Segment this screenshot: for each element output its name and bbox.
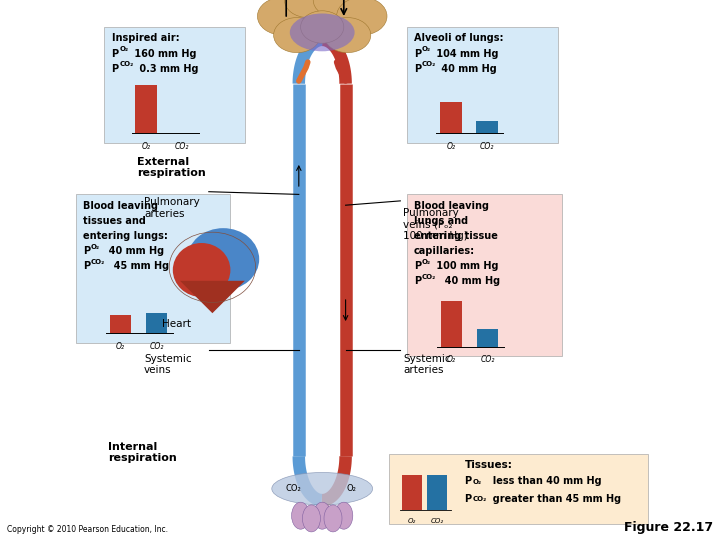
Text: CO₂: CO₂ <box>175 142 189 151</box>
Text: Pulmonary
arteries: Pulmonary arteries <box>144 197 199 219</box>
Text: Alveoli of lungs:: Alveoli of lungs: <box>414 33 503 44</box>
Text: P: P <box>112 64 119 74</box>
Ellipse shape <box>284 0 331 17</box>
Text: entering tissue: entering tissue <box>414 231 498 241</box>
Ellipse shape <box>337 0 387 35</box>
Ellipse shape <box>274 17 320 52</box>
Ellipse shape <box>313 502 331 529</box>
Text: O₂: O₂ <box>142 142 150 151</box>
Text: 160 mm Hg: 160 mm Hg <box>131 49 197 59</box>
Text: O₂: O₂ <box>408 518 416 524</box>
Text: P: P <box>83 246 90 256</box>
FancyBboxPatch shape <box>407 194 562 356</box>
Text: CO₂: CO₂ <box>472 496 487 502</box>
Text: CO₂: CO₂ <box>480 355 495 364</box>
Text: 45 mm Hg: 45 mm Hg <box>107 261 169 272</box>
Text: O₂: O₂ <box>447 355 456 364</box>
Text: O₂: O₂ <box>91 244 100 249</box>
Text: CO₂: CO₂ <box>286 484 301 494</box>
Text: O₂: O₂ <box>346 484 356 494</box>
Bar <box>477 328 498 347</box>
Text: P: P <box>414 64 421 74</box>
Text: P: P <box>464 476 472 487</box>
Polygon shape <box>180 281 245 313</box>
Bar <box>135 85 157 133</box>
Text: P: P <box>112 49 119 59</box>
Text: entering lungs:: entering lungs: <box>83 231 168 241</box>
Ellipse shape <box>258 0 308 35</box>
Bar <box>402 475 422 510</box>
Text: O₂: O₂ <box>472 479 482 485</box>
Text: P: P <box>83 261 90 272</box>
FancyBboxPatch shape <box>407 27 558 143</box>
Ellipse shape <box>335 502 353 529</box>
Ellipse shape <box>187 228 259 291</box>
Text: O₂: O₂ <box>422 259 431 265</box>
Ellipse shape <box>289 14 354 51</box>
Text: O₂: O₂ <box>349 0 360 2</box>
Text: 0.3 mm Hg: 0.3 mm Hg <box>136 64 199 74</box>
FancyBboxPatch shape <box>76 194 230 343</box>
Ellipse shape <box>302 505 320 532</box>
Text: P: P <box>414 276 421 287</box>
Text: CO₂: CO₂ <box>422 274 436 280</box>
Ellipse shape <box>301 11 344 43</box>
Text: Figure 22.17: Figure 22.17 <box>624 521 713 534</box>
Text: Internal
respiration: Internal respiration <box>108 442 176 463</box>
Text: Blood leaving: Blood leaving <box>414 201 489 211</box>
Text: O₂: O₂ <box>120 46 129 52</box>
Text: O₂: O₂ <box>446 142 455 151</box>
Text: capillaries:: capillaries: <box>414 246 475 256</box>
Text: CO₂: CO₂ <box>91 259 105 265</box>
Text: CO₂: CO₂ <box>120 61 134 67</box>
Text: Heart: Heart <box>162 319 191 329</box>
Ellipse shape <box>173 243 230 297</box>
Ellipse shape <box>271 472 373 505</box>
Ellipse shape <box>324 505 342 532</box>
Bar <box>427 475 447 510</box>
Text: tissues and: tissues and <box>83 216 145 226</box>
Ellipse shape <box>292 502 310 529</box>
Text: CO₂: CO₂ <box>422 61 436 67</box>
FancyBboxPatch shape <box>104 27 245 143</box>
Text: P: P <box>414 49 421 59</box>
Text: lungs and: lungs and <box>414 216 468 226</box>
Text: Systemic
veins: Systemic veins <box>144 354 192 375</box>
Text: CO₂: CO₂ <box>431 518 444 524</box>
Text: 104 mm Hg: 104 mm Hg <box>433 49 499 59</box>
Ellipse shape <box>313 0 360 17</box>
Text: greater than 45 mm Hg: greater than 45 mm Hg <box>486 494 621 504</box>
Text: less than 40 mm Hg: less than 40 mm Hg <box>486 476 602 487</box>
Text: CO₂: CO₂ <box>480 142 494 151</box>
Ellipse shape <box>324 17 371 52</box>
Text: Copyright © 2010 Pearson Education, Inc.: Copyright © 2010 Pearson Education, Inc. <box>7 524 168 534</box>
Text: Pulmonary
veins (Pₒ₂
100 mm Hg): Pulmonary veins (Pₒ₂ 100 mm Hg) <box>403 208 468 241</box>
Text: Tissues:: Tissues: <box>464 460 512 470</box>
FancyBboxPatch shape <box>389 454 648 524</box>
Text: O₂: O₂ <box>116 342 125 351</box>
Bar <box>440 102 462 133</box>
Text: O₂: O₂ <box>422 46 431 52</box>
Text: 40 mm Hg: 40 mm Hg <box>102 246 164 256</box>
Text: 100 mm Hg: 100 mm Hg <box>433 261 499 272</box>
Text: 40 mm Hg: 40 mm Hg <box>438 276 500 287</box>
Text: CO₂: CO₂ <box>149 342 163 351</box>
Bar <box>109 315 131 333</box>
Text: Inspired air:: Inspired air: <box>112 33 179 44</box>
Bar <box>476 121 498 133</box>
Text: External
respiration: External respiration <box>137 157 205 178</box>
Text: P: P <box>414 261 421 272</box>
Bar <box>145 313 167 333</box>
Text: 40 mm Hg: 40 mm Hg <box>438 64 498 74</box>
Text: Systemic
arteries: Systemic arteries <box>403 354 451 375</box>
Text: Blood leaving: Blood leaving <box>83 201 158 211</box>
Bar <box>441 301 462 347</box>
Text: P: P <box>464 494 472 504</box>
Text: CO₂: CO₂ <box>267 0 284 2</box>
